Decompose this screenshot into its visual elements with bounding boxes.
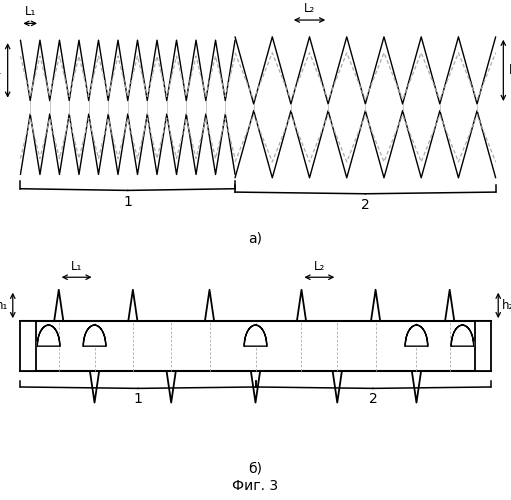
Polygon shape bbox=[37, 325, 60, 346]
Text: h₁: h₁ bbox=[0, 64, 3, 77]
Text: L₁: L₁ bbox=[25, 6, 36, 18]
Text: L₂: L₂ bbox=[304, 2, 315, 15]
Text: 1: 1 bbox=[133, 392, 143, 406]
Text: б): б) bbox=[248, 462, 263, 475]
Text: h₂: h₂ bbox=[508, 64, 511, 77]
Polygon shape bbox=[405, 325, 428, 346]
Bar bbox=[20, 321, 36, 371]
Text: h₂: h₂ bbox=[502, 299, 511, 312]
Text: 1: 1 bbox=[123, 194, 132, 208]
Text: а): а) bbox=[248, 231, 263, 245]
Text: L₁: L₁ bbox=[71, 260, 82, 272]
Text: L₂: L₂ bbox=[314, 260, 325, 272]
Bar bbox=[475, 321, 491, 371]
Polygon shape bbox=[244, 325, 267, 346]
Text: h₁: h₁ bbox=[0, 299, 9, 312]
Text: Фиг. 3: Фиг. 3 bbox=[233, 478, 278, 492]
Text: 2: 2 bbox=[368, 392, 378, 406]
Polygon shape bbox=[451, 325, 474, 346]
Polygon shape bbox=[83, 325, 106, 346]
Text: 2: 2 bbox=[361, 198, 370, 212]
